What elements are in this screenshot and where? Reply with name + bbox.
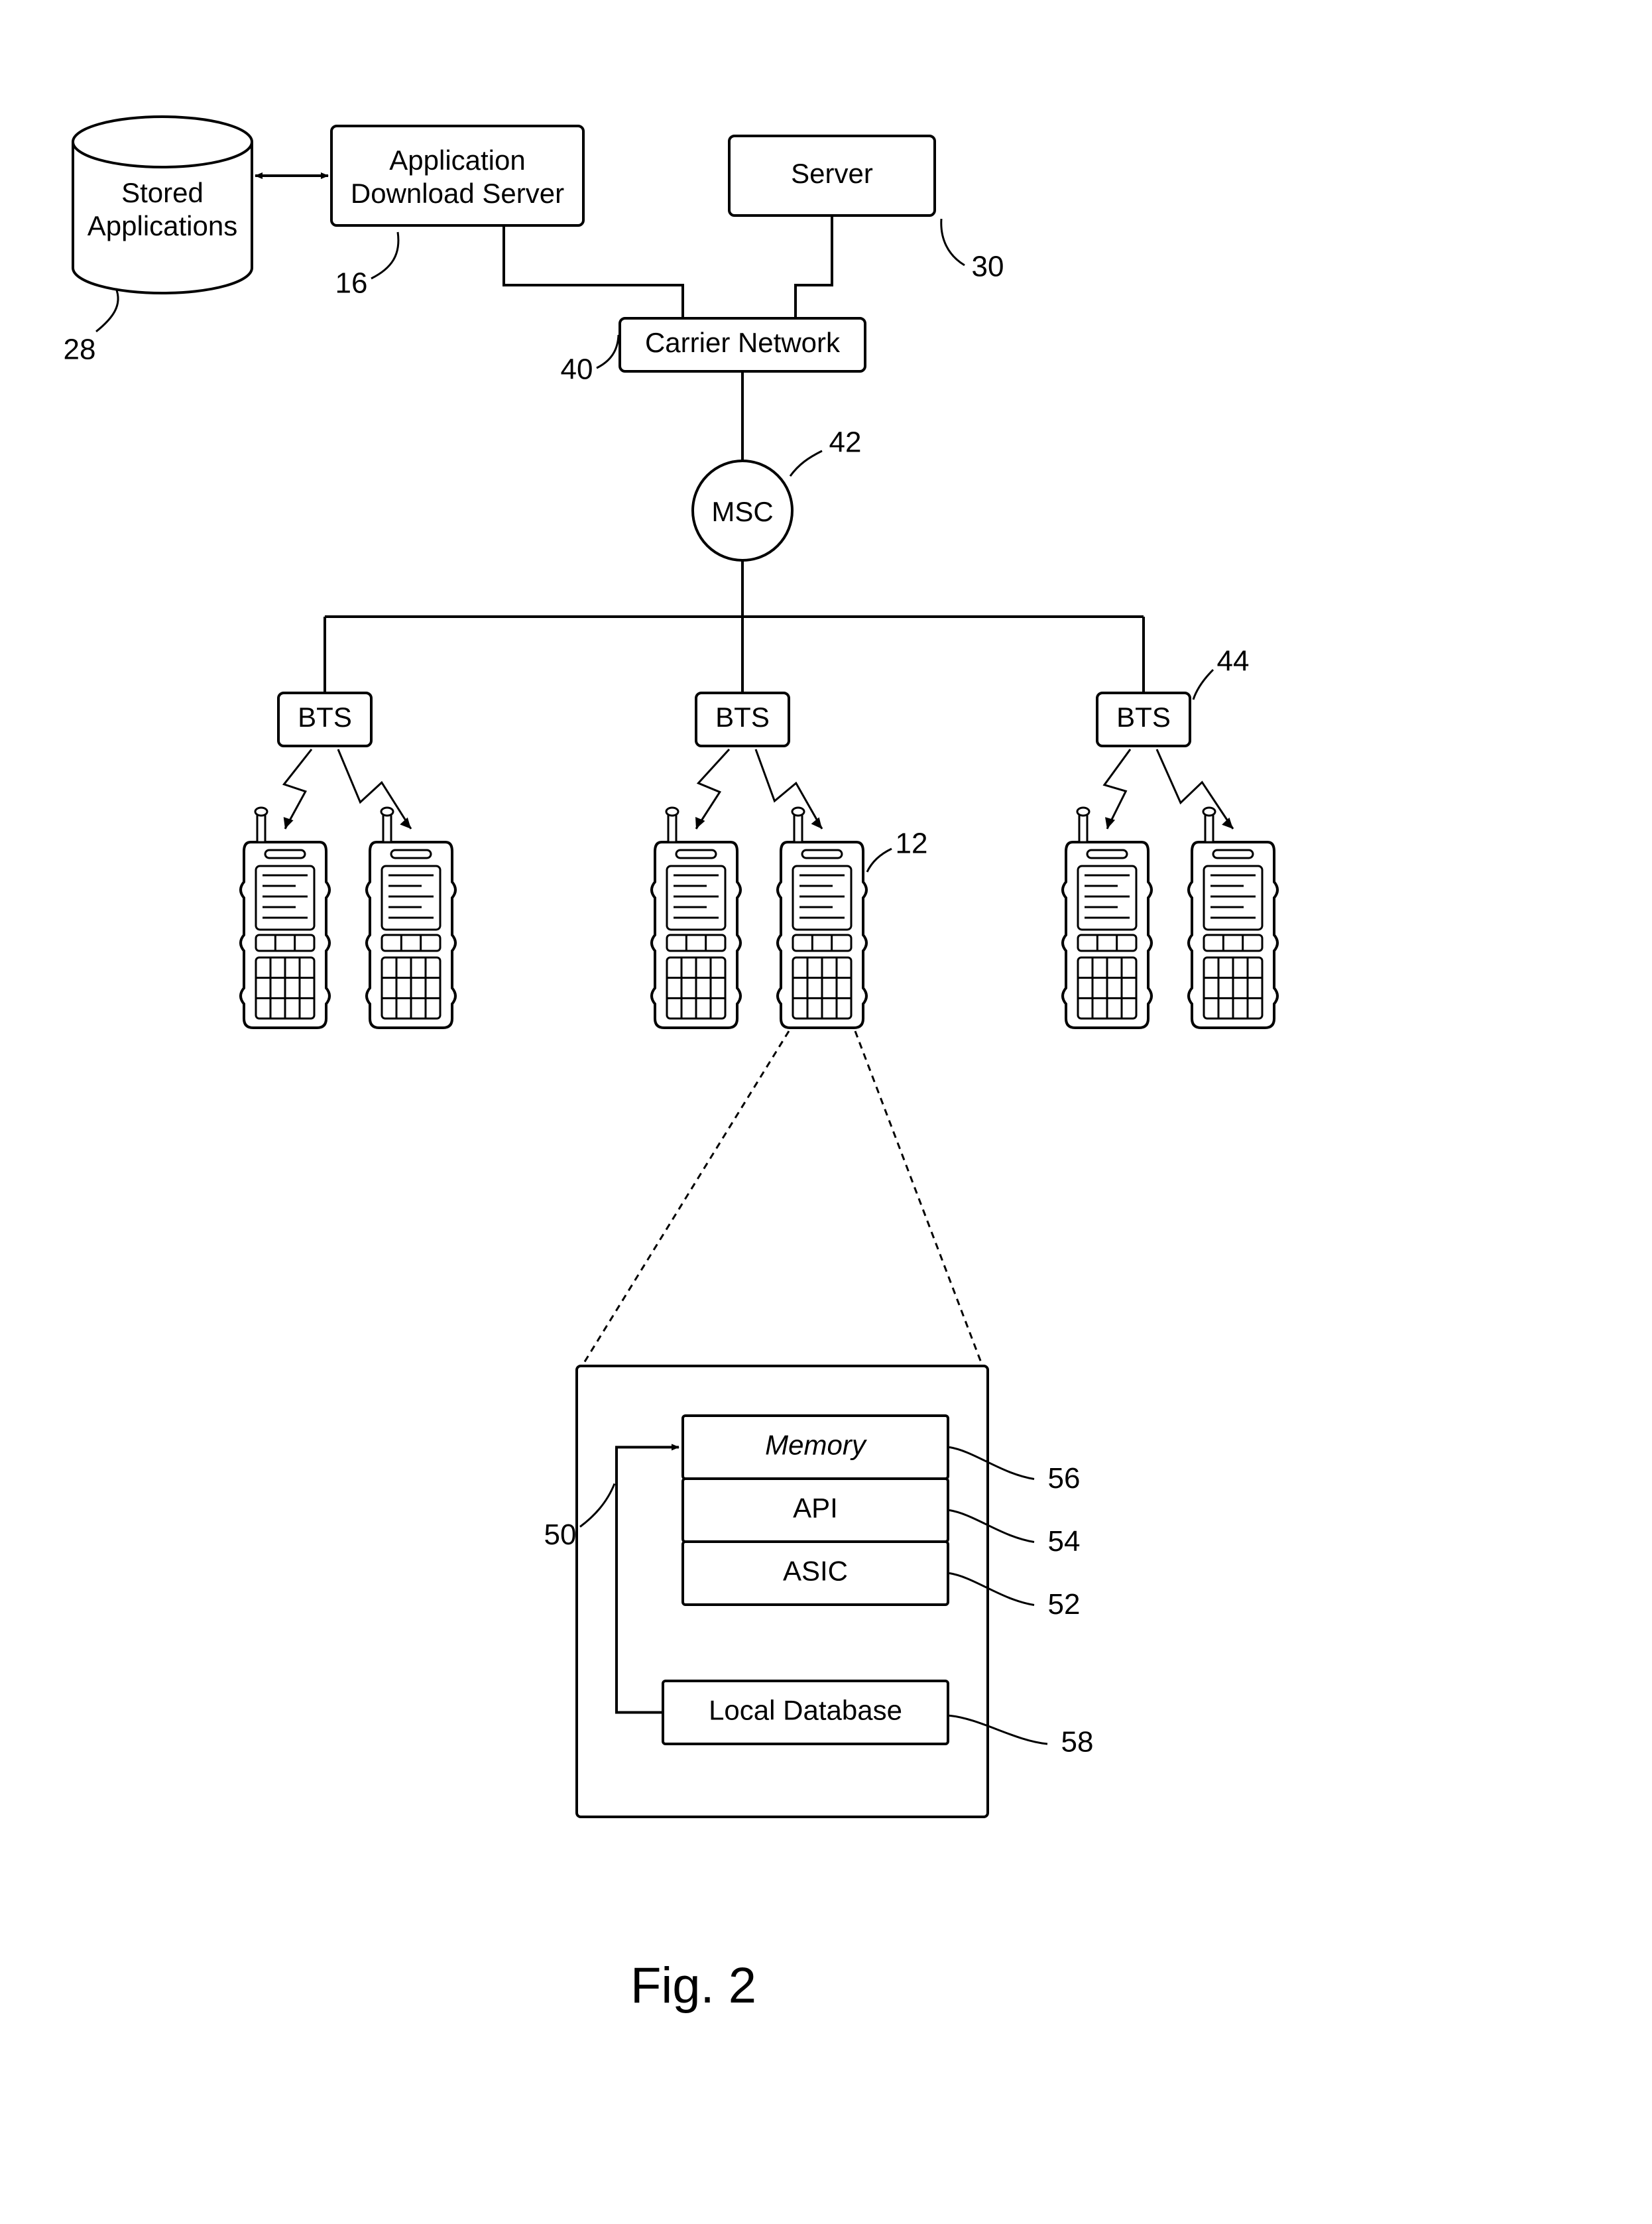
phone-icon (241, 808, 329, 1028)
figure-caption: Fig. 2 (630, 1957, 756, 2014)
ref-50: 50 (544, 1518, 577, 1551)
ref-58: 58 (1061, 1726, 1094, 1759)
phone-icon (1189, 808, 1277, 1028)
ref-16: 16 (335, 267, 368, 300)
msc-label: MSC (711, 496, 773, 527)
carrier-label: Carrier Network (645, 327, 841, 358)
ref-40: 40 (561, 353, 593, 386)
ads-label-1: Application (389, 145, 525, 176)
bts-label-1: BTS (715, 702, 770, 733)
bts-label-0: BTS (298, 702, 352, 733)
ref-12: 12 (896, 828, 928, 860)
localdb-label: Local Database (709, 1695, 902, 1726)
phone-icon (652, 808, 740, 1028)
ref-42: 42 (829, 426, 862, 459)
ref-56: 56 (1048, 1462, 1081, 1495)
ref-52: 52 (1048, 1588, 1081, 1621)
stored-apps-label-1: Stored (121, 177, 204, 208)
ref-30: 30 (972, 251, 1004, 283)
ref-28: 28 (64, 334, 96, 366)
ref-44: 44 (1217, 645, 1250, 678)
bts-label-2: BTS (1116, 702, 1171, 733)
asic-label: ASIC (783, 1556, 848, 1587)
phone-icon (367, 808, 455, 1028)
server-label: Server (791, 158, 873, 189)
stored-apps-label-2: Applications (88, 210, 237, 241)
phone-icon (1063, 808, 1151, 1028)
api-label: API (793, 1493, 838, 1524)
phone-icon (778, 808, 866, 1028)
ads-label-2: Download Server (351, 178, 564, 209)
ref-54: 54 (1048, 1525, 1081, 1558)
memory-label: Memory (765, 1430, 868, 1461)
